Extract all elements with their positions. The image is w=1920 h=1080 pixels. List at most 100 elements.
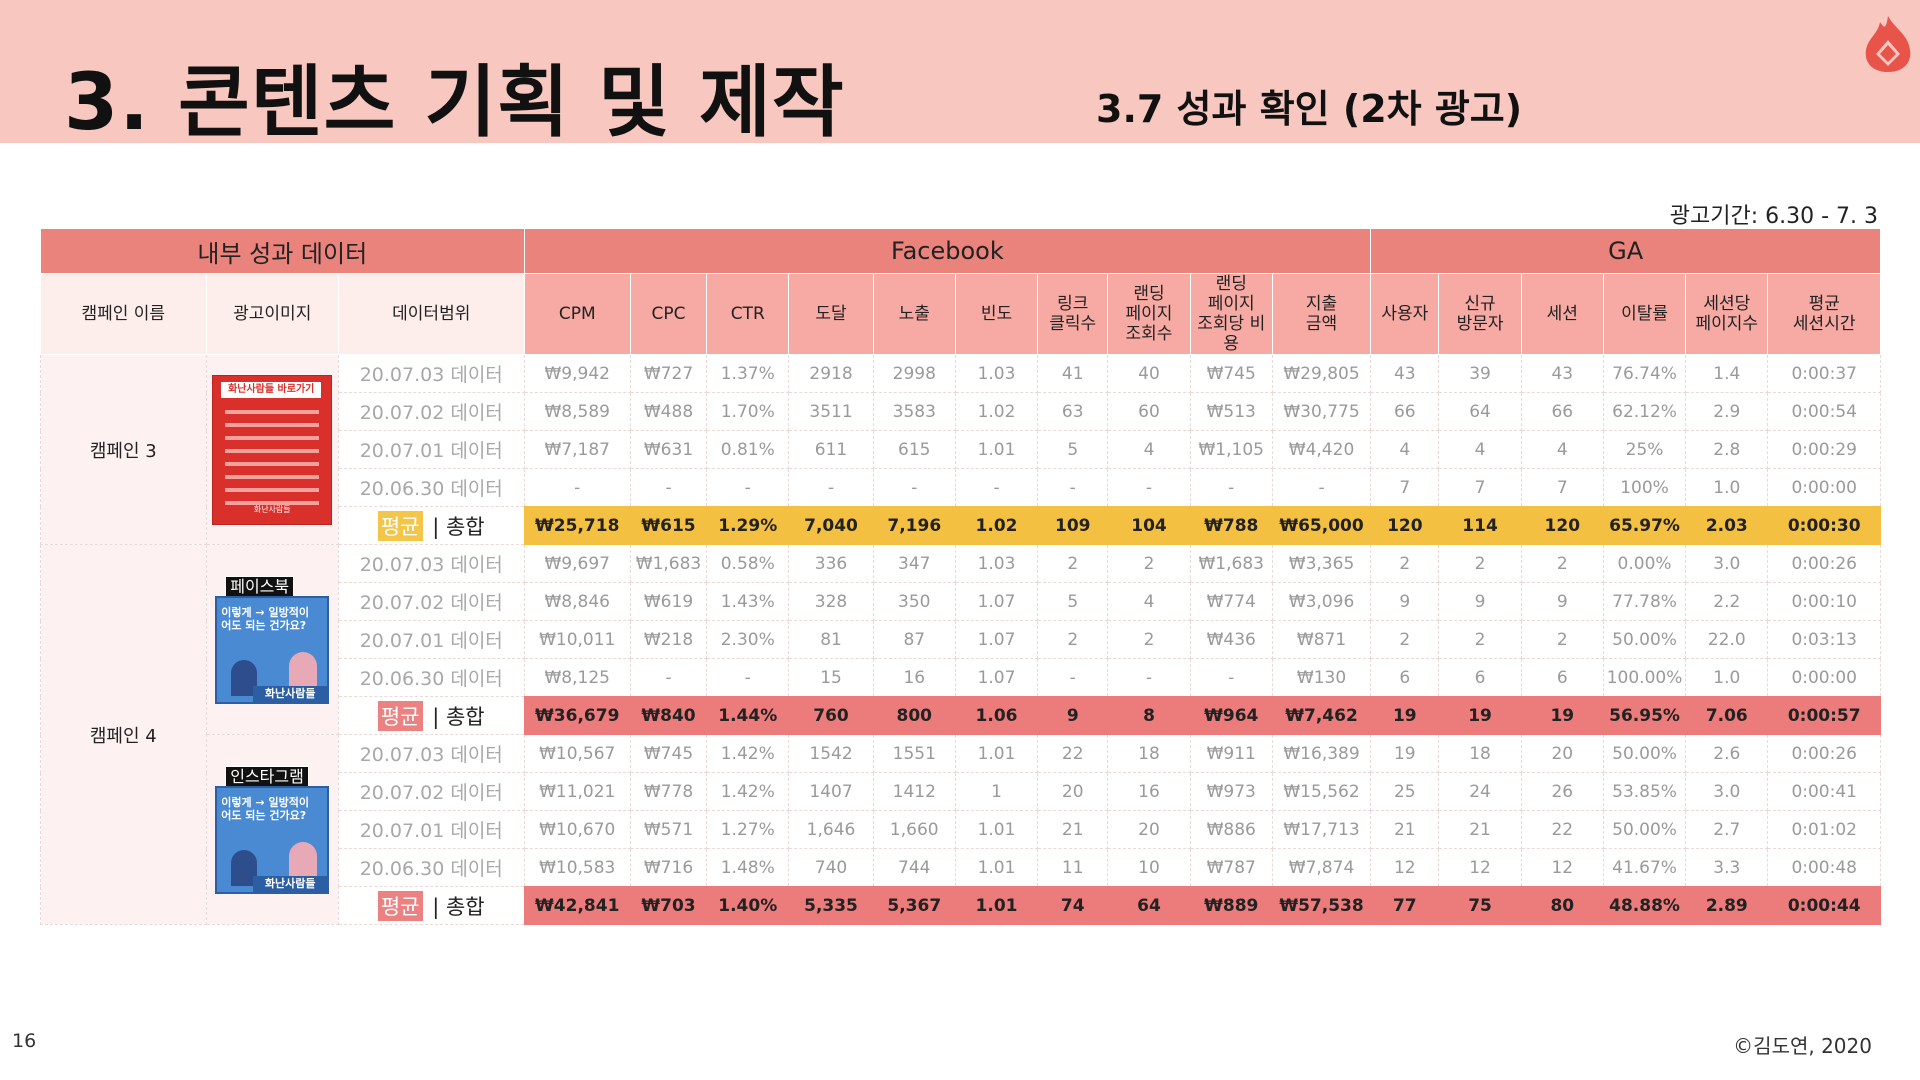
table-cell: 1 (954, 772, 1039, 811)
table-cell: 25 (1370, 772, 1440, 811)
ad-line (225, 422, 320, 427)
table-cell: 50.00% (1602, 810, 1687, 849)
total-cell: 7.06 (1685, 696, 1769, 735)
table-cell: 12 (1520, 848, 1604, 887)
total-cell: ₩36,679 (523, 696, 631, 735)
table-row: 20.07.02 데이터 ₩8,846 ₩619 1.43% 328 350 1.07 5 4 ₩… (41, 582, 1881, 621)
table-cell: 11 (1037, 848, 1109, 887)
ad-line (225, 474, 320, 479)
section-subtitle: 3.7 성과 확인 (2차 광고) (1096, 87, 1523, 131)
total-cell: 65.97% (1602, 506, 1687, 545)
ad-line (225, 435, 320, 440)
table-cell: 21 (1370, 810, 1440, 849)
table-cell: ₩1,683 (629, 544, 708, 583)
table-cell: 22.0 (1685, 620, 1769, 659)
table-cell: 66 (1370, 392, 1440, 431)
table-cell: 24 (1438, 772, 1522, 811)
data-range: 20.06.30 데이터 (337, 658, 525, 697)
total-cell: 19 (1438, 696, 1522, 735)
table-cell: 7 (1438, 468, 1522, 507)
table-cell: 0:00:10 (1767, 582, 1881, 621)
table-cell: 4 (1107, 582, 1191, 621)
table-cell: 21 (1438, 810, 1522, 849)
data-range: 20.07.03 데이터 (337, 544, 525, 583)
table-cell: 7 (1370, 468, 1440, 507)
table-cell: 740 (788, 848, 874, 887)
total-suffix: | 총합 (425, 894, 485, 919)
table-cell: 7 (1520, 468, 1604, 507)
table-cell: 66 (1520, 392, 1604, 431)
table-cell: 2998 (872, 354, 956, 393)
metric-header: 신규 방문자 (1438, 273, 1522, 355)
total-cell: ₩65,000 (1271, 506, 1372, 545)
table-cell: 1.02 (954, 392, 1039, 431)
flame-logo-icon (1865, 16, 1911, 72)
table-cell: 1.0 (1685, 468, 1769, 507)
table-cell: 9 (1370, 582, 1440, 621)
table-cell: ₩3,365 (1271, 544, 1372, 583)
total-cell: ₩788 (1189, 506, 1273, 545)
total-cell: ₩25,718 (523, 506, 631, 545)
table-cell: ₩29,805 (1271, 354, 1372, 393)
total-cell: ₩7,462 (1271, 696, 1372, 735)
metric-header: CPM (523, 273, 631, 355)
table-cell: - (1271, 468, 1372, 507)
table-cell: 26 (1520, 772, 1604, 811)
table-cell: 2.2 (1685, 582, 1769, 621)
table-cell: 53.85% (1602, 772, 1687, 811)
data-range: 20.07.02 데이터 (337, 392, 525, 431)
table-cell: ₩778 (629, 772, 708, 811)
table-cell: 21 (1037, 810, 1109, 849)
table-cell: 41.67% (1602, 848, 1687, 887)
table-cell: 20 (1520, 734, 1604, 773)
total-cell: 1.01 (954, 886, 1039, 925)
ad-image-cell: 인스타그램 이렇게 → 일방적이어도 되는 건가요? 화난사람들 (205, 734, 339, 925)
table-row: 20.06.30 데이터 - - - - - - - - - -7 7 7 100% 1.0 0:00:00 (41, 468, 1881, 507)
table-cell: 2 (1370, 544, 1440, 583)
table-cell: 1.07 (954, 582, 1039, 621)
table-cell: ₩9,697 (523, 544, 631, 583)
table-row: 20.06.30 데이터 ₩8,125- -15 16 1.07- - - ₩130 6 6 6 10… (41, 658, 1881, 697)
table-cell: 10 (1107, 848, 1191, 887)
table-cell: ₩7,874 (1271, 848, 1372, 887)
table-cell: ₩30,775 (1271, 392, 1372, 431)
table-cell: 336 (788, 544, 874, 583)
total-row: 평균 | 총합 ₩36,679 ₩840 1.44% 760 800 1.06 9 8 ₩964 ₩… (41, 696, 1881, 735)
table-cell: ₩973 (1189, 772, 1273, 811)
table-cell: 20 (1107, 810, 1191, 849)
table-cell: 6 (1370, 658, 1440, 697)
table-cell: ₩787 (1189, 848, 1273, 887)
ad-image-cell: 화난사람들 바로가기 화난사람들 (205, 354, 339, 545)
table-cell: 6 (1520, 658, 1604, 697)
total-cell: 1.44% (706, 696, 790, 735)
table-cell: 1.42% (706, 734, 790, 773)
total-cell: 109 (1037, 506, 1109, 545)
total-cell: 48.88% (1602, 886, 1687, 925)
table-cell: - (1189, 658, 1273, 697)
table-cell: ₩11,021 (523, 772, 631, 811)
ad-image-cell: 페이스북 이렇게 → 일방적이어도 되는 건가요? 화난사람들 (205, 544, 339, 735)
table-cell: 22 (1037, 734, 1109, 773)
table-cell: 0:01:02 (1767, 810, 1881, 849)
table-cell: ₩4,420 (1271, 430, 1372, 469)
table-cell: 15 (788, 658, 874, 697)
total-cell: 77 (1370, 886, 1440, 925)
table-cell: ₩571 (629, 810, 708, 849)
header-band: 3. 콘텐츠 기획 및 제작 3.7 성과 확인 (2차 광고) (0, 0, 1920, 148)
table-cell: - (523, 468, 631, 507)
table-cell: 1.27% (706, 810, 790, 849)
table-cell: ₩716 (629, 848, 708, 887)
table-cell: 3511 (788, 392, 874, 431)
table-row: 20.07.02 데이터 ₩11,021 ₩778 1.42% 1407 1412 1 20 1… (41, 772, 1881, 811)
table-cell: - (629, 468, 708, 507)
data-range: 20.07.01 데이터 (337, 430, 525, 469)
table-cell: 1.37% (706, 354, 790, 393)
table-cell: ₩436 (1189, 620, 1273, 659)
total-cell: 19 (1370, 696, 1440, 735)
table-cell: 81 (788, 620, 874, 659)
average-badge: 평균 (377, 510, 423, 541)
total-cell: ₩615 (629, 506, 708, 545)
total-cell: 2.03 (1685, 506, 1769, 545)
table-cell: 1.48% (706, 848, 790, 887)
metric-header: 세션당 페이지수 (1685, 273, 1769, 355)
